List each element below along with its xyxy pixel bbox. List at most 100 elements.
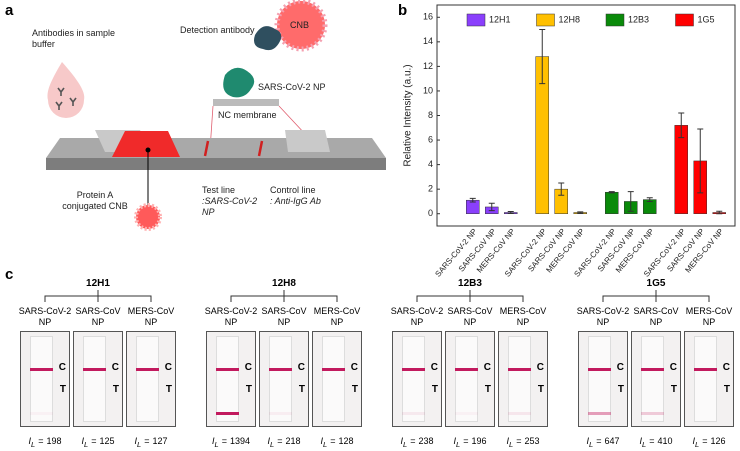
conjugate-pad <box>112 131 180 157</box>
strip-label: SARS-CoV-2 NP <box>576 306 630 327</box>
intensity-subscript: L <box>137 439 142 449</box>
intensity-relation: = <box>596 436 602 446</box>
error-bar <box>577 211 584 214</box>
intensity-value: 647 <box>604 436 620 446</box>
control-line <box>322 368 345 371</box>
intensity-relation: = <box>463 436 469 446</box>
strip-window <box>402 336 425 422</box>
strip-window <box>641 336 664 422</box>
control-mark: C <box>430 362 438 373</box>
intensity-text: IL = 1394 <box>204 436 258 449</box>
intensity-text: IL = 198 <box>18 436 72 449</box>
control-line <box>402 368 425 371</box>
test-line-target: :SARS-CoV-2 NP <box>202 196 258 217</box>
y-tick-label: 0 <box>428 208 433 218</box>
control-mark: C <box>244 362 252 373</box>
strip-front <box>46 158 386 170</box>
intensity-symbol: I <box>586 436 590 446</box>
error-bar <box>627 191 634 212</box>
test-mark: T <box>537 384 544 395</box>
intensity-relation: = <box>330 436 336 446</box>
test-mark: T <box>245 384 252 395</box>
panel-label: a <box>5 2 14 19</box>
intensity-value: 126 <box>710 436 726 446</box>
intensity-value: 410 <box>657 436 673 446</box>
test-line <box>508 412 531 415</box>
legend-swatch <box>536 13 555 27</box>
intensity-subscript: L <box>214 439 219 449</box>
control-mark: C <box>58 362 66 373</box>
cnb-text: CNB <box>290 20 310 30</box>
test-mark: T <box>723 384 730 395</box>
intensity-value: 253 <box>524 436 540 446</box>
strip-label: SARS-CoV NP <box>447 306 493 327</box>
intensity-text: IL = 410 <box>629 436 683 449</box>
error-bar <box>539 29 546 85</box>
intensity-subscript: L <box>589 439 594 449</box>
np-protein <box>223 67 255 98</box>
error-bar <box>469 197 476 203</box>
y-tick-label: 12 <box>423 61 433 71</box>
y-tick-label: 16 <box>423 12 433 22</box>
y-tick-label: 6 <box>428 134 433 144</box>
strip-window <box>455 336 478 422</box>
group-name: 12H8 <box>272 278 296 289</box>
intensity-relation: = <box>702 436 708 446</box>
intensity-value: 127 <box>152 436 168 446</box>
strip-window <box>508 336 531 422</box>
error-bar <box>558 182 565 196</box>
error-bar <box>608 191 615 194</box>
test-line <box>269 412 292 415</box>
control-line <box>588 368 611 371</box>
control-mark: C <box>669 362 677 373</box>
intensity-text: IL = 218 <box>257 436 311 449</box>
intensity-symbol: I <box>506 436 510 446</box>
antibody-icons <box>55 87 77 110</box>
intensity-value: 196 <box>471 436 487 446</box>
control-mark: C <box>111 362 119 373</box>
error-bar <box>646 197 653 202</box>
legend-label: 12H8 <box>559 14 581 24</box>
control-mark: C <box>297 362 305 373</box>
control-line <box>455 368 478 371</box>
intensity-value: 198 <box>46 436 62 446</box>
strip-label: SARS-CoV NP <box>75 306 121 327</box>
strip-window <box>322 336 345 422</box>
control-line-text: Control line: Anti-IgG Ab <box>270 185 321 207</box>
strip-label: MERS-CoV NP <box>127 306 175 327</box>
intensity-symbol: I <box>320 436 324 446</box>
error-bar <box>697 128 704 194</box>
control-line <box>83 368 106 371</box>
panel-label: b <box>398 2 408 19</box>
test-mark: T <box>670 384 677 395</box>
strip-window <box>216 336 239 422</box>
legend-swatch <box>466 13 486 27</box>
legend-label: 12B3 <box>628 14 649 24</box>
y-tick-label: 4 <box>428 159 433 169</box>
intensity-text: IL = 128 <box>310 436 364 449</box>
test-line <box>588 412 611 415</box>
cnb-particle <box>274 0 328 52</box>
np-text: SARS-CoV-2 NP <box>258 82 326 92</box>
strip-label: SARS-CoV-2 NP <box>204 306 258 327</box>
strip-window <box>694 336 717 422</box>
control-mark: C <box>164 362 172 373</box>
control-line-mark <box>257 140 264 157</box>
plot-frame <box>436 4 736 227</box>
intensity-subscript: L <box>642 439 647 449</box>
test-line <box>30 412 53 415</box>
test-line <box>402 412 425 415</box>
control-line <box>269 368 292 371</box>
y-tick-label: 14 <box>423 36 433 46</box>
detection-antibody <box>254 26 282 51</box>
intensity-relation: = <box>410 436 416 446</box>
test-mark: T <box>165 384 172 395</box>
intensity-relation: = <box>277 436 283 446</box>
intensity-relation: = <box>221 436 227 446</box>
